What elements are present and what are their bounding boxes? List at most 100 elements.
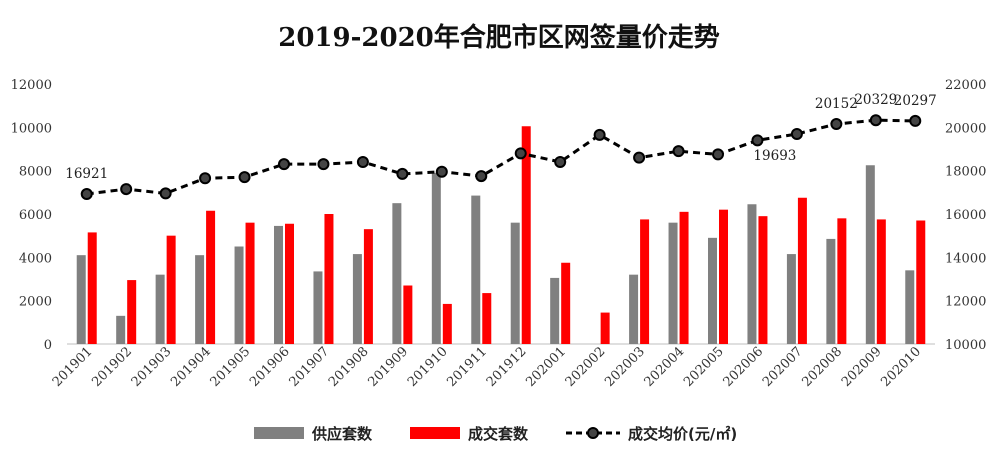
x-tick-label: 201911 <box>444 344 490 390</box>
bar-deals <box>561 262 571 344</box>
x-tick-label: 202009 <box>839 344 885 390</box>
avg-price-point <box>396 167 409 180</box>
legend-item-avg-price: 成交均价(元/㎡) <box>566 425 737 443</box>
avg-price-data-label: 20329 <box>854 92 897 108</box>
bar-deals <box>363 229 373 344</box>
legend-item-supply: 供应套数 <box>254 425 373 443</box>
bar-supply <box>234 246 244 344</box>
bar-supply <box>865 165 875 344</box>
bar-deals <box>87 232 97 344</box>
bar-supply <box>668 222 678 344</box>
left-y-tick-label: 10000 <box>11 121 52 136</box>
avg-price-data-label: 20152 <box>815 96 858 112</box>
x-tick-label: 202003 <box>602 344 648 390</box>
right-y-tick-label: 18000 <box>945 165 986 180</box>
x-tick-label: 202002 <box>563 344 609 390</box>
bar-supply <box>905 270 915 344</box>
line-series-group <box>80 114 922 201</box>
avg-price-line <box>86 118 916 196</box>
x-tick-label: 201907 <box>287 344 333 390</box>
x-tick-label: 201912 <box>484 344 530 390</box>
bar-deals <box>916 220 926 344</box>
avg-price-point <box>751 134 764 147</box>
x-tick-label: 202004 <box>642 344 688 390</box>
left-y-tick-label: 0 <box>44 338 52 353</box>
avg-price-point <box>475 170 488 183</box>
right-y-tick-label: 22000 <box>945 78 986 93</box>
avg-price-point <box>435 165 448 178</box>
right-y-tick-label: 10000 <box>945 338 986 353</box>
legend-item-deals: 成交套数 <box>410 425 529 443</box>
avg-price-data-label: 19693 <box>753 148 796 164</box>
avg-price-point <box>830 118 843 131</box>
avg-price-point <box>238 171 251 184</box>
avg-price-data-label: 20297 <box>894 93 937 109</box>
bar-supply <box>510 222 520 344</box>
x-tick-label: 202010 <box>878 344 924 390</box>
avg-price-point <box>317 158 330 171</box>
avg-price-point <box>633 151 646 164</box>
x-tick-label: 202001 <box>523 344 569 390</box>
legend-swatch-supply <box>254 427 304 439</box>
x-tick-label: 202008 <box>799 344 845 390</box>
legend-label-deals: 成交套数 <box>468 425 529 443</box>
x-tick-label: 201906 <box>247 344 293 390</box>
x-tick-label: 201910 <box>405 344 451 390</box>
left-y-tick-label: 12000 <box>11 78 52 93</box>
bar-deals <box>837 218 847 344</box>
bar-supply <box>826 238 836 344</box>
bar-supply <box>116 315 126 344</box>
legend: 供应套数 成交套数 成交均价(元/㎡) <box>254 425 737 443</box>
bar-deals <box>719 209 728 344</box>
bar-deals <box>482 293 492 344</box>
avg-price-point <box>120 183 133 196</box>
bar-deals <box>285 223 294 344</box>
x-tick-label: 201904 <box>168 344 214 390</box>
bar-supply <box>195 255 205 344</box>
bar-supply <box>155 274 165 344</box>
right-y-tick-label: 16000 <box>945 208 986 223</box>
avg-price-point <box>80 188 93 201</box>
x-tick-label: 201901 <box>50 344 96 390</box>
bar-deals <box>403 285 413 344</box>
bar-supply <box>76 255 86 344</box>
chart-title: 2019-2020年合肥市区网签量价走势 <box>278 22 720 53</box>
bar-supply <box>550 277 560 344</box>
avg-price-point <box>790 127 803 140</box>
right-y-tick-label: 20000 <box>945 121 986 136</box>
bar-deals <box>876 219 886 344</box>
bar-deals <box>640 219 650 344</box>
bar-deals <box>245 222 255 344</box>
avg-price-point <box>672 145 685 158</box>
bar-supply <box>747 204 757 344</box>
bar-supply <box>708 237 717 344</box>
left-y-axis: 0 2000 4000 6000 8000 10000 12000 <box>11 78 52 353</box>
right-y-axis: 10000 12000 14000 16000 18000 20000 22000 <box>945 78 986 353</box>
x-tick-label: 201902 <box>89 344 135 390</box>
avg-price-data-label: 16921 <box>65 166 108 182</box>
bar-supply <box>274 225 283 344</box>
legend-label-avg-price: 成交均价(元/㎡) <box>628 425 737 443</box>
bar-deals <box>797 197 807 344</box>
bar-deals <box>324 214 334 344</box>
bar-deals <box>758 216 768 344</box>
x-tick-label: 201905 <box>208 344 254 390</box>
avg-price-point <box>869 114 882 127</box>
bar-deals <box>127 280 137 344</box>
bar-supply <box>471 195 481 344</box>
avg-price-point <box>199 172 212 185</box>
avg-price-point <box>554 156 567 168</box>
x-tick-label: 202005 <box>681 344 727 390</box>
bar-deals <box>679 211 689 344</box>
left-y-tick-label: 4000 <box>19 251 52 266</box>
avg-price-point <box>514 147 527 160</box>
right-y-tick-label: 14000 <box>945 251 986 266</box>
x-tick-label: 201908 <box>326 344 372 390</box>
bar-supply <box>629 274 639 344</box>
x-tick-label: 201903 <box>129 344 175 390</box>
legend-label-supply: 供应套数 <box>311 425 373 443</box>
legend-swatch-deals <box>410 427 460 439</box>
bar-deals <box>600 312 610 344</box>
